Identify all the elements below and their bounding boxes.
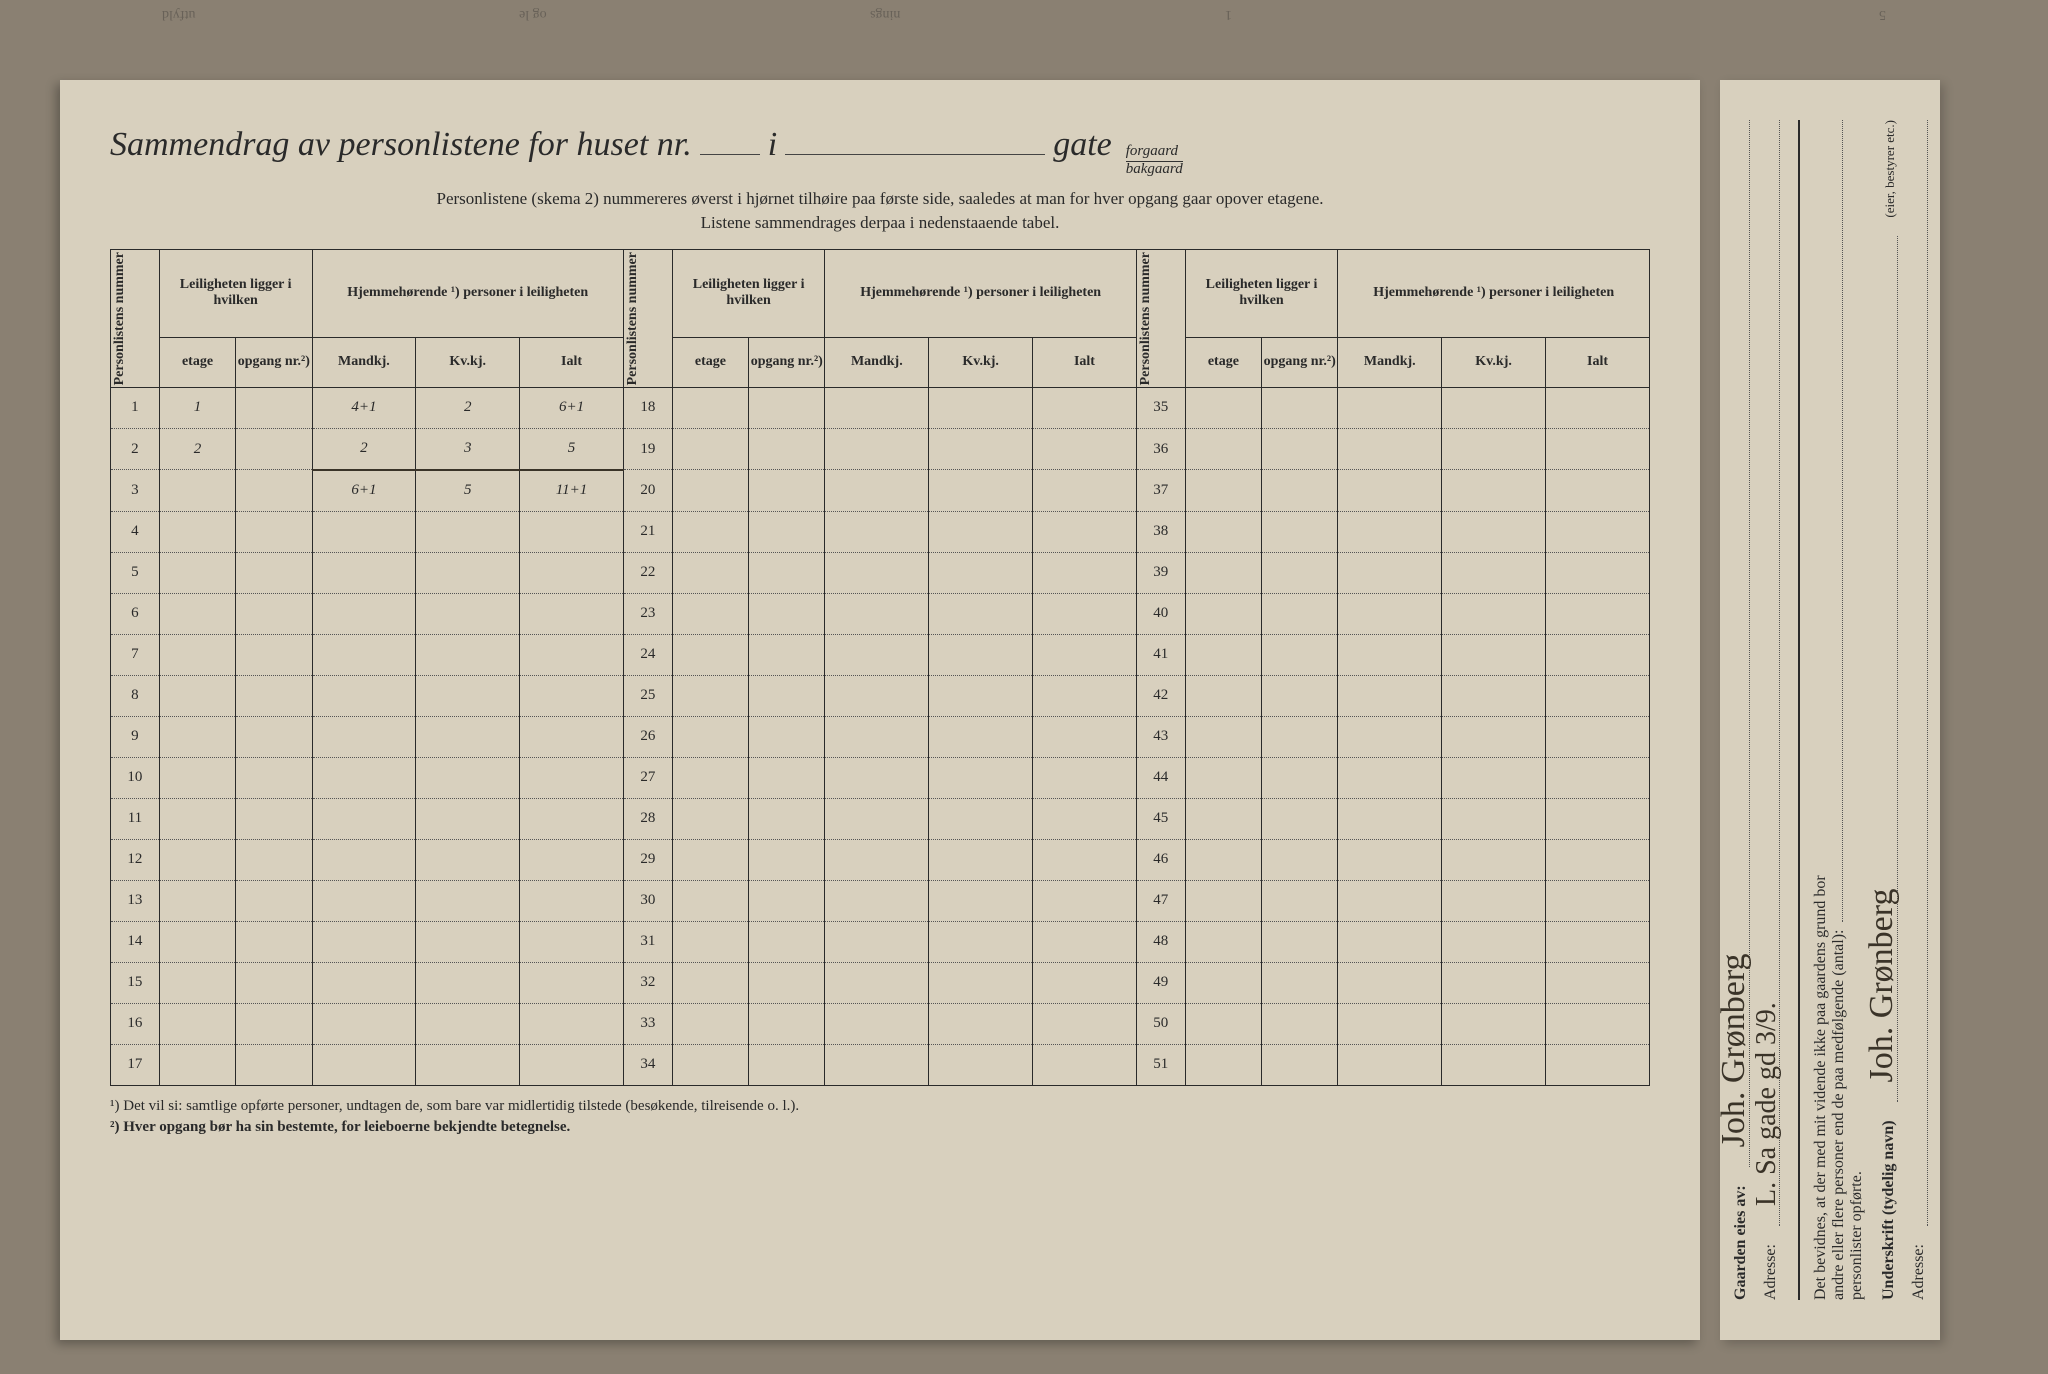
form-title: Sammendrag av personlistene for huset nr… [110,120,1650,177]
owner-signature: Joh. Grønberg [1715,953,1753,1147]
table-row: 114+126+11835 [111,387,1650,428]
table-row: 122946 [111,839,1650,880]
address-label: Adresse: [1762,1244,1780,1300]
signature-label: Underskrift (tydelig navn) [1880,1120,1898,1300]
footnotes: ¹) Det vil si: samtlige opførte personer… [110,1098,1650,1136]
table-row: 36+1511+12037 [111,470,1650,512]
table-row: 173451 [111,1044,1650,1085]
table-row: 112845 [111,798,1650,839]
table-row: 102744 [111,757,1650,798]
table-row: 163350 [111,1003,1650,1044]
form-subtitle: Personlistene (skema 2) nummereres øvers… [110,187,1650,235]
table-row: 153249 [111,962,1650,1003]
right-declaration-panel: Gaarden eies av: Joh. Grønberg Adresse: … [1720,80,1940,1340]
table-row: 42138 [111,511,1650,552]
table-body: 114+126+1183522235193636+1511+1203742138… [111,387,1650,1085]
table-row: 143148 [111,921,1650,962]
census-form-page: Sammendrag av personlistene for huset nr… [60,80,1700,1340]
table-row: 52239 [111,552,1650,593]
owner-label: Gaarden eies av: [1732,1185,1750,1300]
address2-label: Adresse: [1910,1244,1928,1300]
table-row: 133047 [111,880,1650,921]
table-row: 62340 [111,593,1650,634]
owner-address: L. Sa gade gd 3/9. [1751,1002,1783,1206]
table-row: 82542 [111,675,1650,716]
table-row: 72441 [111,634,1650,675]
bleed-through-text: utfyld og le nings 1 5 [0,6,2048,22]
table-header: Personlistens nummer Leiligheten ligger … [111,249,1650,387]
table-row: 92643 [111,716,1650,757]
owner-note: (eier, bestyrer etc.) [1882,120,1898,218]
witness-signature: Joh. Grønberg [1863,889,1901,1083]
table-row: 222351936 [111,428,1650,470]
declaration-text: Det bevidnes, at der med mit vidende ikk… [1812,120,1866,1300]
census-table: Personlistens nummer Leiligheten ligger … [110,249,1650,1086]
